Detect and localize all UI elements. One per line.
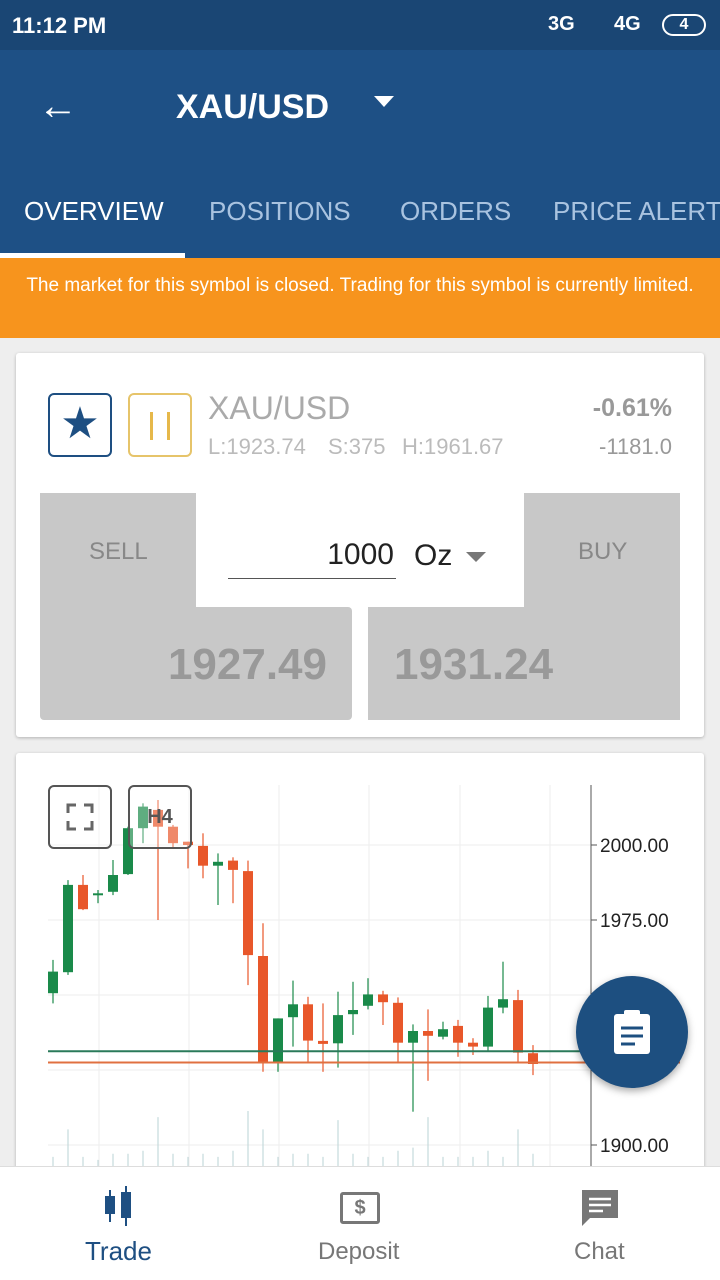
fullscreen-icon [66,803,94,831]
tab-positions[interactable]: POSITIONS [209,196,351,226]
unit-select[interactable]: Oz [414,539,453,572]
active-tab-indicator [0,253,185,258]
y-tick-label: 1975.00 [600,911,669,932]
orders-fab[interactable] [576,976,688,1088]
change-percent: -0.61% [592,394,672,422]
dollar-icon: $ [340,1192,380,1224]
market-closed-banner: The market for this symbol is closed. Tr… [0,258,720,338]
candle-body [363,994,373,1006]
candle-body [288,1004,298,1018]
pause-icon[interactable] [128,393,192,457]
candle-body [453,1025,463,1043]
change-value: -1181.0 [599,434,672,459]
symbol-spread: S:375 [328,434,386,459]
candle-body [513,1000,523,1053]
candle-body [393,1002,403,1043]
buy-label: BUY [578,538,628,565]
caret-down-icon[interactable] [466,552,486,562]
caret-down-icon[interactable] [374,96,394,107]
candle-body [213,861,223,866]
tab-overview[interactable]: OVERVIEW [24,196,164,226]
symbol-low: L:1923.74 [208,434,306,459]
candle-body [483,1007,493,1047]
status-bar: 11:12 PM 3G 4G 4 [0,0,720,50]
app-header: ← XAU/USD [0,50,720,258]
timeframe-button[interactable]: H4 [128,785,192,849]
nav-trade-label: Trade [85,1236,152,1266]
tab-price-alerts[interactable]: PRICE ALERTS [553,196,720,226]
fullscreen-button[interactable] [48,785,112,849]
candle-body [318,1040,328,1044]
candle-body [153,809,163,827]
price-chart[interactable]: 2000.00 1975.00 1900.00 [0,753,720,1166]
network-4g: 4G [614,13,641,35]
tab-orders[interactable]: ORDERS [400,196,512,226]
page-title[interactable]: XAU/USD [176,88,330,126]
nav-chat-label: Chat [574,1238,625,1265]
candle-body [168,826,178,844]
candle-body [198,845,208,866]
quantity-input[interactable]: 1000 [228,538,396,579]
candle-body [138,806,148,829]
buy-price: 1931.24 [394,640,554,689]
y-tick-label: 2000.00 [600,836,669,857]
clock: 11:12 PM [12,13,107,38]
clipboard-icon [614,1010,650,1054]
candle-body [63,884,73,973]
arrow-left-icon[interactable]: ← [38,84,78,128]
candle-body [243,871,253,956]
y-tick-label: 1900.00 [600,1136,669,1157]
symbol-name: XAU/USD [208,390,351,426]
candlestick-icon [105,1186,131,1226]
candle-body [123,828,133,875]
candle-body [438,1029,448,1037]
candle-body [348,1010,358,1015]
candle-body [378,994,388,1003]
candle-body [93,893,103,896]
nav-deposit-label: Deposit [318,1238,400,1265]
chat-icon [582,1190,618,1226]
candle-body [228,860,238,870]
candle-body [528,1053,538,1064]
chart-card [16,753,704,1183]
candle-body [468,1042,478,1047]
candle-body [333,1015,343,1044]
candle-body [48,971,58,994]
network-3g: 3G [548,13,575,35]
candle-body [408,1031,418,1043]
sell-price: 1927.49 [167,640,327,689]
candle-body [108,875,118,892]
battery-icon: 4 [662,14,706,36]
symbol-high: H:1961.67 [402,434,504,459]
candle-body [303,1004,313,1041]
candle-body [273,1018,283,1062]
sell-label: SELL [89,538,148,565]
candle-body [258,956,268,1062]
candle-body [498,999,508,1008]
candle-body [423,1031,433,1036]
star-icon[interactable]: ★ [48,393,112,457]
candle-body [78,884,88,910]
